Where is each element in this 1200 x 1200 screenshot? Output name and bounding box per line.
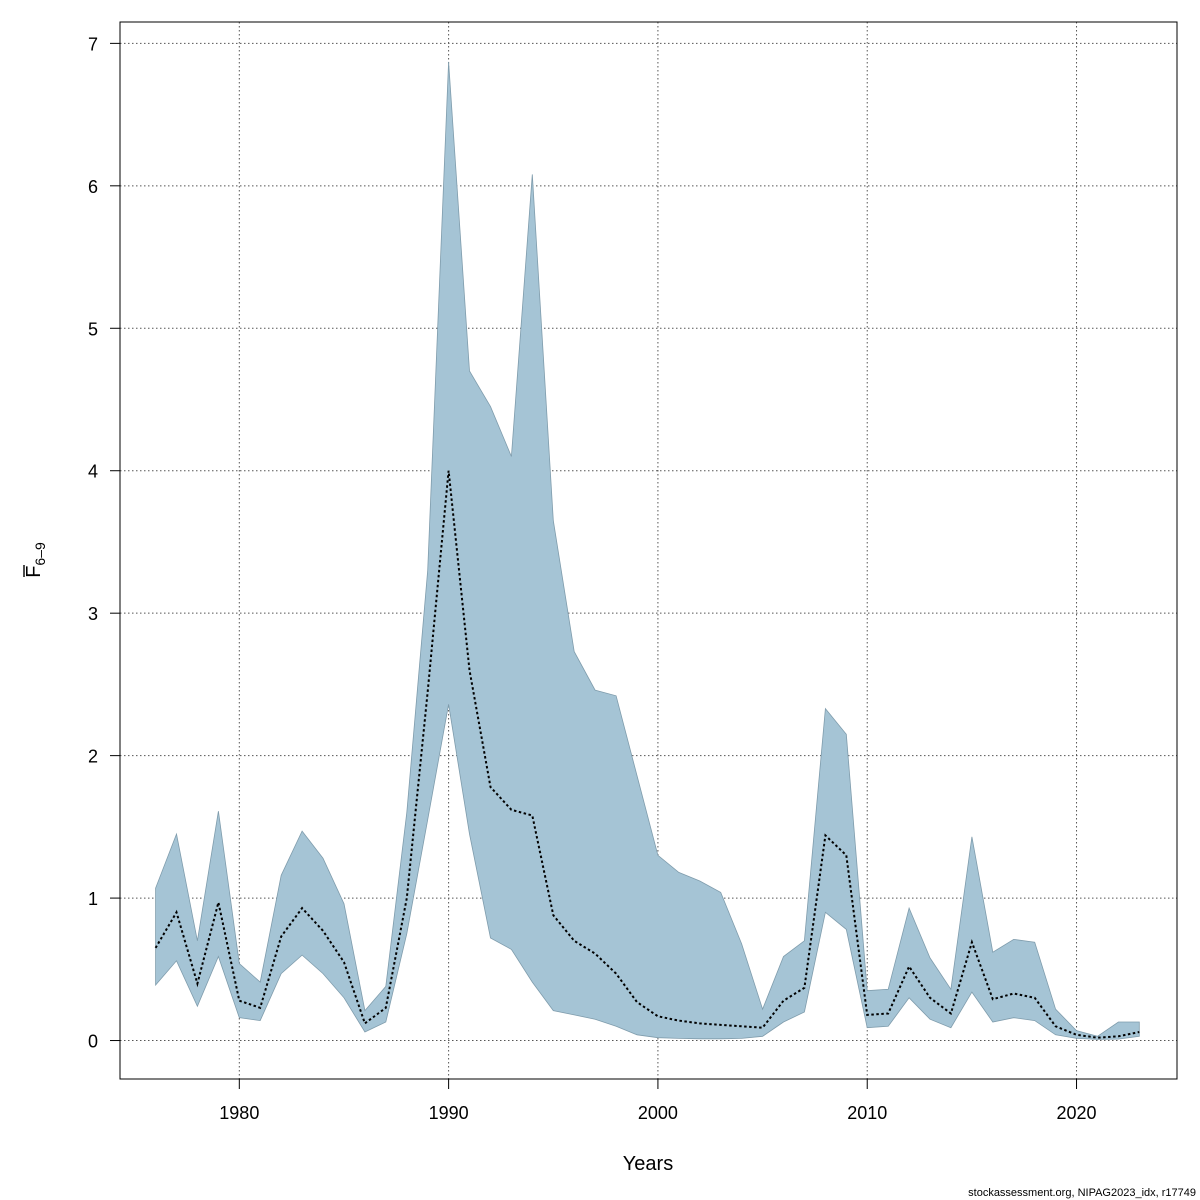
x-tick-label-1990: 1990 <box>429 1103 469 1123</box>
y-axis-title-sub: 6–9 <box>32 542 48 566</box>
grid-lines <box>120 22 1177 1079</box>
y-axis-title: F6–9 <box>23 542 48 578</box>
y-axis-title-main: F <box>23 566 45 578</box>
x-tick-label-2000: 2000 <box>638 1103 678 1123</box>
x-axis: 1980 1990 2000 2010 2020 <box>219 1079 1097 1123</box>
confidence-band <box>155 61 1140 1040</box>
y-tick-label-7: 7 <box>88 34 98 54</box>
y-axis: 0 1 2 3 4 5 6 7 <box>88 34 120 1052</box>
y-tick-label-0: 0 <box>88 1032 98 1052</box>
x-tick-label-2020: 2020 <box>1057 1103 1097 1123</box>
y-tick-label-5: 5 <box>88 319 98 339</box>
x-tick-label-1980: 1980 <box>219 1103 259 1123</box>
credit-text: stockassessment.org, NIPAG2023_idx, r177… <box>968 1187 1196 1199</box>
y-tick-label-3: 3 <box>88 604 98 624</box>
y-tick-label-6: 6 <box>88 177 98 197</box>
y-tick-label-4: 4 <box>88 462 98 482</box>
estimate-line <box>154 470 1140 1039</box>
x-tick-label-2010: 2010 <box>847 1103 887 1123</box>
y-tick-label-2: 2 <box>88 747 98 767</box>
x-axis-title: Years <box>623 1153 673 1175</box>
y-tick-label-1: 1 <box>88 889 98 909</box>
svg-text:F6–9: F6–9 <box>23 542 48 578</box>
plot-frame <box>119 21 1178 1080</box>
